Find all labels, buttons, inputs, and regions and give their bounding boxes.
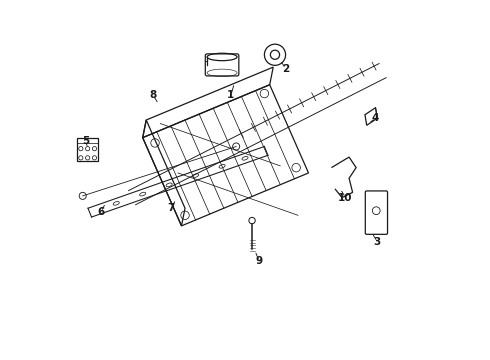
Text: 8: 8 [149,90,157,100]
Text: 4: 4 [372,113,379,123]
Text: 1: 1 [227,90,235,100]
Text: 7: 7 [167,203,174,213]
Text: 10: 10 [338,193,353,203]
Bar [77,138,98,161]
Text: 9: 9 [256,256,263,266]
Text: 3: 3 [374,237,381,247]
Text: 2: 2 [282,64,289,74]
Text: 6: 6 [98,207,105,217]
Text: 5: 5 [82,136,89,146]
